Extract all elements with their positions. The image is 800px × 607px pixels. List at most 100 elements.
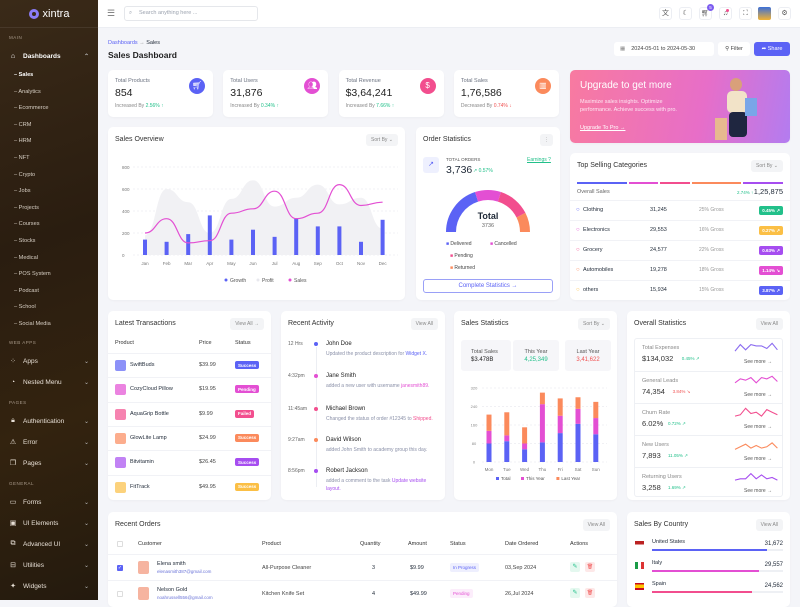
bar-last-year — [504, 412, 510, 436]
timeline-dot — [314, 469, 318, 473]
sidebar-subitem-hrm[interactable]: – HRM — [0, 133, 98, 150]
search-input[interactable]: ⌕ Search anything here ... — [124, 6, 258, 21]
sidebar-subitem-ecommerce[interactable]: – Ecommerce — [0, 100, 98, 117]
gauge-total-label: Total — [477, 211, 499, 221]
growth-bar — [294, 218, 299, 255]
dash-icon: – — [14, 304, 19, 311]
dash-icon: – — [14, 171, 19, 178]
order-amount: $9.99 — [410, 565, 424, 571]
activity-time: 8:56pm — [288, 468, 305, 474]
sidebar-item-apps[interactable]: ⁘ Apps ⌄ — [0, 351, 98, 372]
filter-button[interactable]: ⚲ Filter — [718, 42, 750, 56]
edit-icon[interactable]: ✎ — [570, 588, 580, 598]
see-more-link[interactable]: See more → — [744, 456, 773, 462]
delete-icon[interactable]: 🗑︎ — [585, 588, 595, 598]
share-button[interactable]: ➦ Share — [754, 42, 790, 56]
edit-icon[interactable]: ✎ — [570, 562, 580, 572]
sidebar-subitem-jobs[interactable]: – Jobs — [0, 183, 98, 200]
sidebar-subitem-courses[interactable]: – Courses — [0, 216, 98, 233]
cart-icon[interactable]: 🛒︎ 5 — [699, 4, 714, 20]
see-more-link[interactable]: See more → — [744, 392, 773, 398]
see-more-link[interactable]: See more → — [744, 424, 773, 430]
sidebar-item-pages[interactable]: ❐ Pages ⌄ — [0, 453, 98, 474]
sidebar-subitem-school[interactable]: – School — [0, 299, 98, 316]
sidebar-item-nested-menu[interactable]: ◔ Nested Menu ⌄ — [0, 372, 98, 393]
earnings-link[interactable]: Earnings ? — [527, 157, 551, 163]
sidebar-item-utilities[interactable]: ⊟ Utilities ⌄ — [0, 555, 98, 576]
view-all-button[interactable]: View All → — [230, 318, 264, 330]
fullscreen-icon[interactable]: ⛶ — [739, 7, 752, 20]
activity-link[interactable]: Widget X. — [405, 351, 428, 357]
sidebar-subitem-pos-system[interactable]: – POS System — [0, 266, 98, 283]
sidebar-subitem-podcast[interactable]: – Podcast — [0, 283, 98, 300]
sidebar-subitem-analytics[interactable]: – Analytics — [0, 84, 98, 101]
activity-link[interactable]: Update website layout. — [326, 478, 427, 492]
dash-icon: – — [14, 237, 19, 244]
see-more-link[interactable]: See more → — [744, 488, 773, 494]
language-icon[interactable]: 文 — [659, 7, 672, 20]
more-options-icon[interactable]: ⋮ — [540, 134, 553, 146]
activity-time: 9:27am — [288, 437, 305, 443]
row-checkbox[interactable] — [117, 591, 123, 597]
sidebar-subitem-sales[interactable]: – Sales — [0, 67, 98, 84]
x-tick-label: Thu — [539, 467, 547, 472]
moon-icon[interactable]: ☾ — [679, 7, 692, 20]
menu-toggle-icon[interactable]: ☰ — [107, 8, 116, 18]
sidebar-subitem-crm[interactable]: – CRM — [0, 117, 98, 134]
activity-time: 12 Hrs — [288, 341, 303, 347]
sidebar-subitem-social-media[interactable]: – Social Media — [0, 316, 98, 333]
sidebar-subitem-projects[interactable]: – Projects — [0, 200, 98, 217]
see-more-link[interactable]: See more → — [744, 359, 773, 365]
sidebar-subitem-nft[interactable]: – NFT — [0, 150, 98, 167]
sort-by-button[interactable]: Sort By ⌄ — [578, 318, 610, 330]
logo[interactable]: xintra — [0, 0, 98, 28]
growth-bar — [186, 234, 191, 255]
sidebar-section-title: MAIN — [9, 35, 23, 40]
legend-marker: ■ — [446, 241, 451, 247]
activity-link[interactable]: Shipped. — [413, 416, 433, 422]
sidebar-item-ui-elements[interactable]: ▣ UI Elements ⌄ — [0, 513, 98, 534]
x-tick-label: Jul — [272, 261, 278, 266]
sidebar-item-widgets[interactable]: ✦ Widgets ⌄ — [0, 576, 98, 597]
date-range-picker[interactable]: ▦ 2024-05-01 to 2024-05-30 — [614, 42, 714, 56]
customer-avatar — [138, 561, 149, 574]
row-checkbox[interactable]: ✓ — [117, 565, 123, 571]
upgrade-link[interactable]: Upgrade To Pro → — [580, 125, 626, 131]
breadcrumb-dashboards[interactable]: Dashboards — [108, 40, 138, 46]
sort-by-button[interactable]: Sort By ⌄ — [751, 160, 783, 172]
view-all-button[interactable]: View All — [582, 519, 610, 531]
order-amount: $49.99 — [410, 591, 427, 597]
view-all-button[interactable]: View All — [755, 318, 783, 330]
sidebar-subitem-stocks[interactable]: – Stocks — [0, 233, 98, 250]
delete-icon[interactable]: 🗑︎ — [585, 562, 595, 572]
sidebar-item-forms[interactable]: ▭ Forms ⌄ — [0, 492, 98, 513]
view-all-button[interactable]: View All — [410, 318, 438, 330]
select-all-checkbox[interactable] — [117, 541, 123, 547]
summary-label: Last Year — [576, 349, 600, 355]
avatar[interactable] — [758, 7, 771, 20]
sidebar-subitem-medical[interactable]: – Medical — [0, 250, 98, 267]
sidebar-subitem-crypto[interactable]: – Crypto — [0, 167, 98, 184]
country-flag-icon — [635, 583, 644, 590]
order-date: 03,Sep 2024 — [505, 565, 537, 571]
sort-by-button[interactable]: Sort By ⌄ — [366, 134, 398, 146]
complete-statistics-button[interactable]: Complete Statistics → — [423, 279, 553, 293]
sidebar-item-authentication[interactable]: 🔒︎ Authentication ⌄ — [0, 411, 98, 432]
stat-value: $134,032 — [642, 354, 674, 363]
sidebar-item-advanced-ui[interactable]: ⧉ Advanced UI ⌄ — [0, 534, 98, 555]
activity-text: Updated the product description for — [326, 351, 406, 357]
legend-label: Growth — [230, 278, 246, 284]
sidebar-item-label: Utilities — [23, 561, 44, 569]
country-value: 29,557 — [764, 562, 783, 568]
sidebar-item-error[interactable]: ⚠ Error ⌄ — [0, 432, 98, 453]
sidebar-item-label: UI Elements — [23, 519, 59, 527]
gear-icon[interactable]: ⚙ — [778, 7, 791, 20]
activity-link[interactable]: janesmith89. — [401, 383, 430, 389]
category-change-badge: 0.45% ↗ — [759, 206, 783, 215]
col-header: Product — [262, 541, 281, 547]
sidebar-item-dashboards[interactable]: ⌂ Dashboards ⌃ — [0, 46, 98, 67]
view-all-button[interactable]: View All — [755, 519, 783, 531]
bell-icon[interactable]: ♫ — [719, 7, 732, 20]
growth-bar — [143, 239, 147, 255]
banner-title: Upgrade to get more — [580, 80, 672, 91]
